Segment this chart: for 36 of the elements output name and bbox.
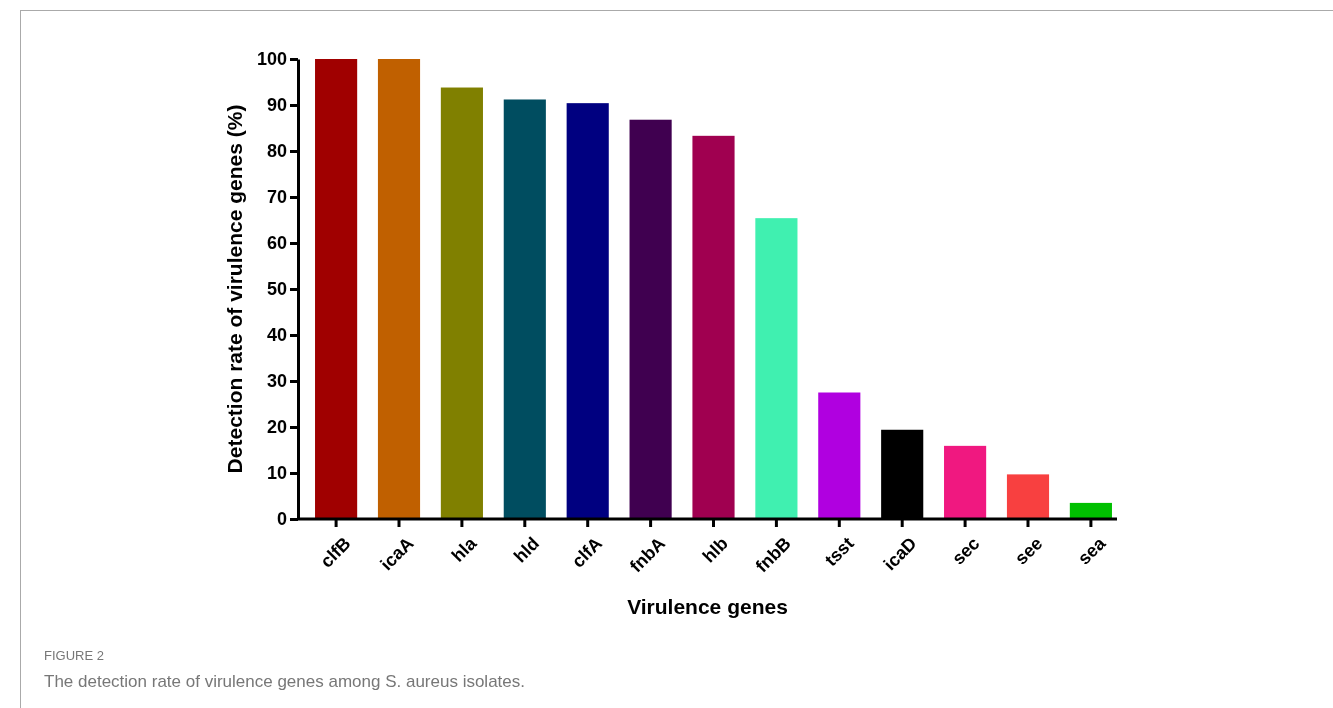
x-tick-label: hlb	[698, 533, 732, 567]
y-tick-label: 40	[266, 325, 287, 346]
bar	[818, 392, 861, 519]
y-tick-label: 70	[266, 187, 287, 208]
y-tick-label: 60	[266, 233, 287, 254]
bar	[566, 103, 609, 519]
y-tick-label: 50	[266, 279, 287, 300]
y-tick-label: 90	[266, 95, 287, 116]
bar	[377, 59, 421, 519]
x-tick-label: see	[1011, 533, 1047, 569]
text: The detection rate of virulence genes among S. aureus isolates.	[44, 672, 526, 691]
bar	[315, 59, 358, 519]
x-tick-label: clfB	[316, 533, 355, 572]
y-tick-label: 10	[266, 463, 287, 484]
x-tick-label: hld	[509, 533, 544, 567]
y-tick-label: 30	[266, 371, 287, 392]
y-tick-label: 20	[266, 417, 287, 438]
x-axis-title: Virulence genes	[627, 595, 788, 618]
caption: FIGURE 2	[44, 648, 104, 663]
y-tick-label: 0	[276, 509, 287, 530]
y-tick-label: 80	[266, 141, 287, 162]
bar	[1006, 474, 1050, 519]
x-tick-label: sea	[1073, 532, 1111, 569]
bar	[503, 99, 546, 519]
x-tick-label: tsst	[820, 533, 858, 571]
bar	[629, 119, 672, 519]
y-tick-label: 100	[256, 49, 287, 70]
bar	[440, 87, 483, 519]
bar	[755, 218, 798, 519]
y-axis-title: Detection rate of virulence genes (%)	[223, 104, 246, 474]
bar	[1069, 502, 1112, 519]
x-tick-label: sec	[948, 533, 984, 569]
x-tick-label: clfA	[567, 533, 607, 572]
bar	[692, 135, 735, 519]
x-tick-label: hla	[447, 532, 482, 566]
bar	[944, 445, 987, 519]
